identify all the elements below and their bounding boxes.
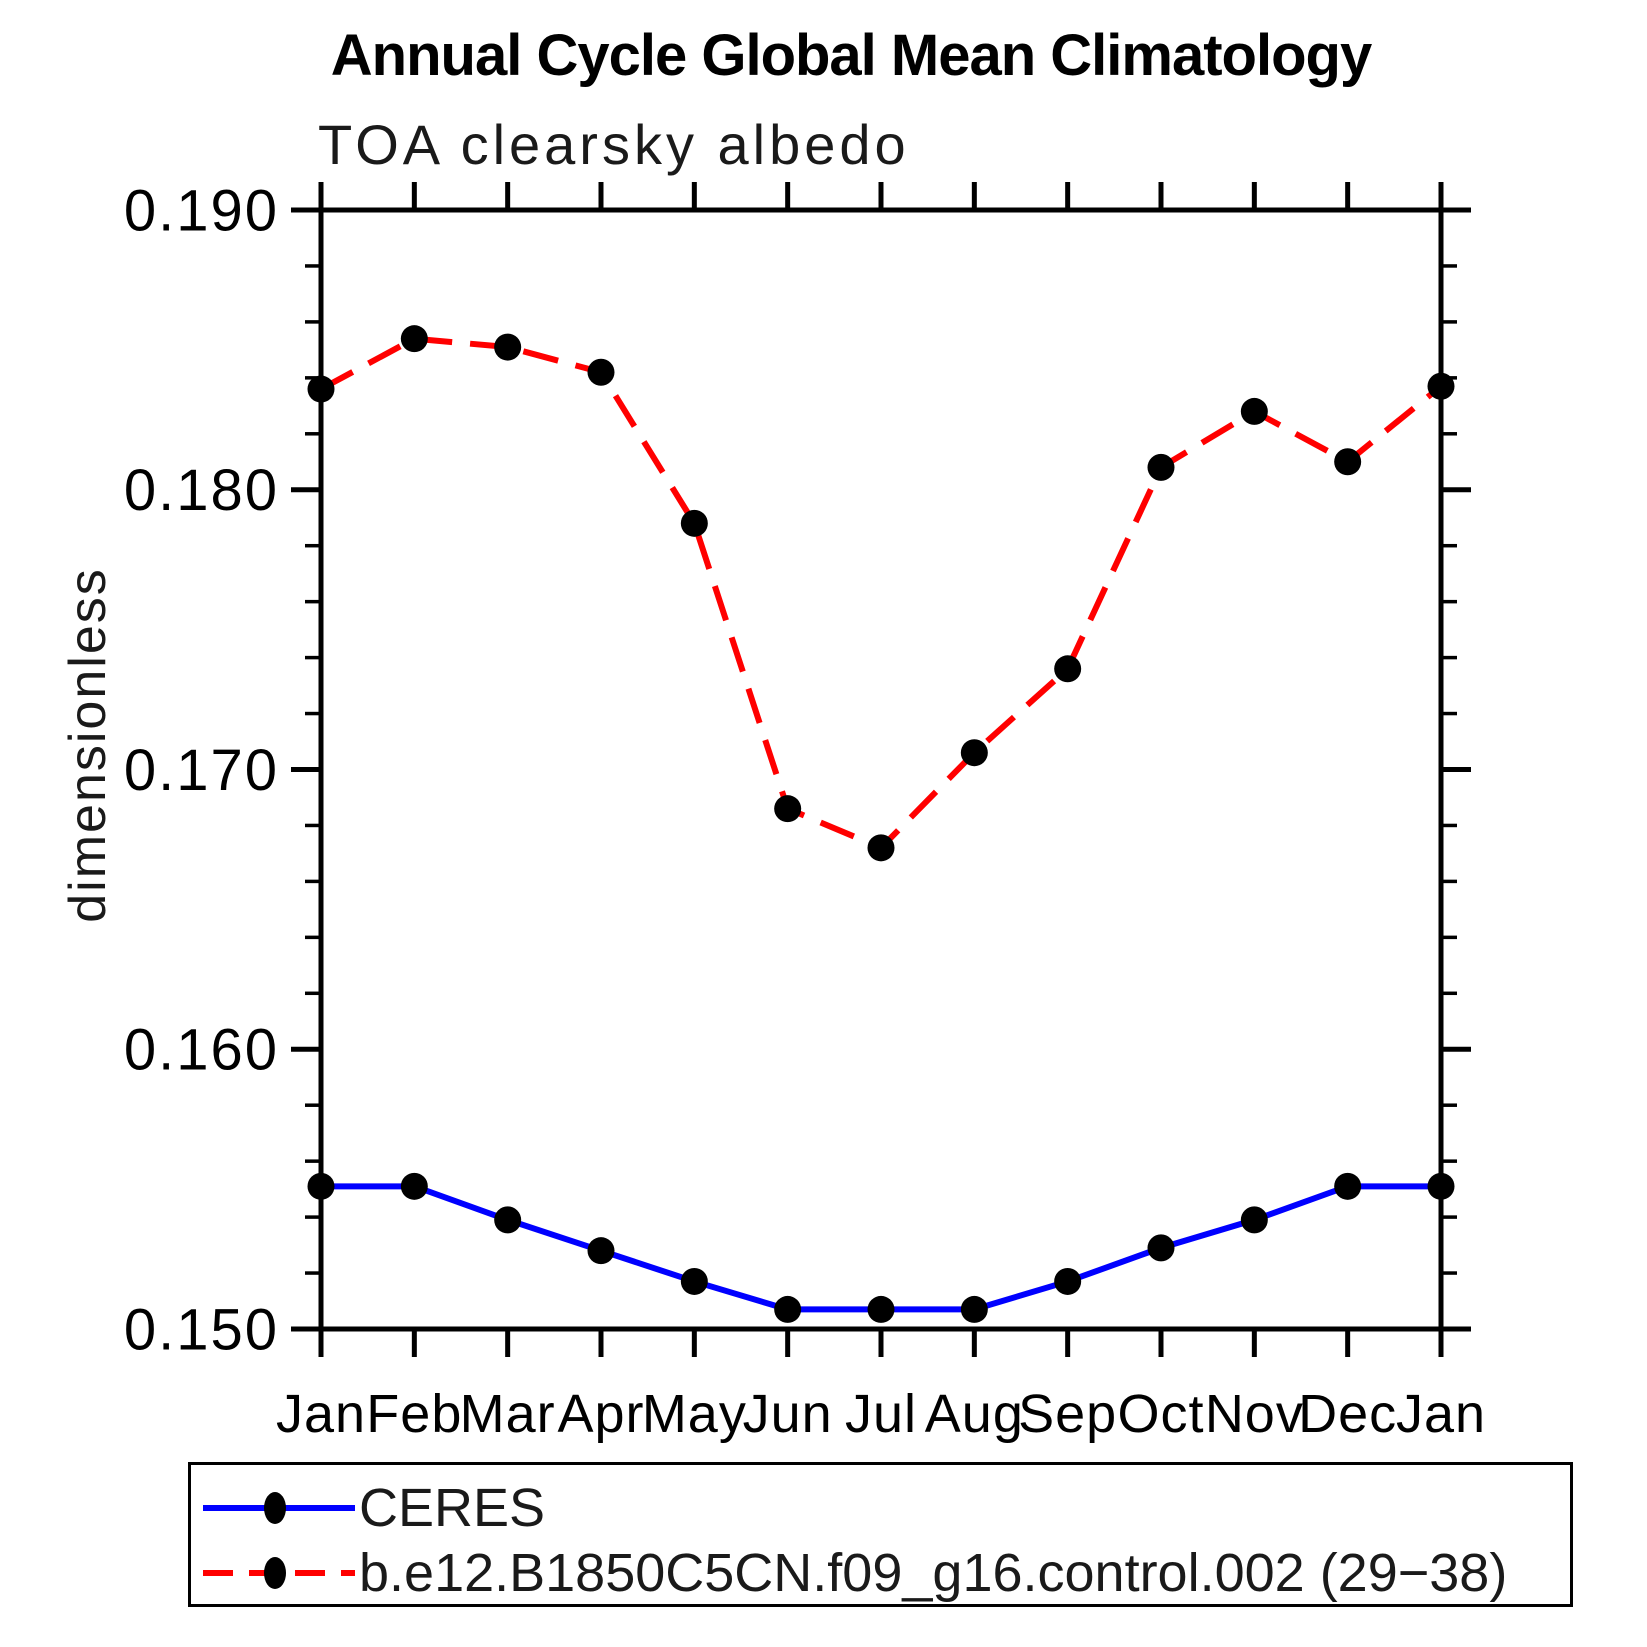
x-tick-label: Jul [845, 1384, 917, 1444]
data-point-marker [1240, 397, 1268, 425]
data-point-marker [1427, 372, 1455, 400]
data-point-marker [774, 1295, 802, 1323]
ceres-line [321, 1183, 1441, 1313]
data-point-marker [960, 739, 988, 767]
x-tick-label: Nov [1205, 1384, 1304, 1444]
x-tick-label: Jan [1396, 1384, 1486, 1444]
chart-title: Annual Cycle Global Mean Climatology [330, 23, 1372, 88]
legend-label-model: b.e12.B1850C5CN.f09_g16.control.002 (29−… [359, 1542, 1508, 1603]
data-point-marker [680, 1267, 708, 1295]
data-point-marker [587, 1237, 615, 1265]
legend-entry-ceres: CERES [199, 1475, 1570, 1540]
data-point-marker [867, 834, 895, 862]
axis-frame [318, 207, 1444, 1332]
data-point-marker [307, 375, 335, 403]
data-point-marker [1147, 1234, 1175, 1262]
x-tick-label: Dec [1298, 1384, 1397, 1444]
data-point-marker [774, 795, 802, 823]
x-tick-label: Mar [460, 1384, 556, 1444]
y-tick-label: 0.170 [124, 738, 279, 803]
y-tick-label: 0.190 [124, 178, 279, 243]
x-tick-label: Aug [925, 1384, 1024, 1444]
legend-entry-model: b.e12.B1850C5CN.f09_g16.control.002 (29−… [199, 1540, 1570, 1605]
chart-subtitle: TOA clearsky albedo [318, 113, 910, 176]
legend-box: CERES b.e12.B1850C5CN.f09_g16.control.00… [188, 1462, 1573, 1607]
data-point-marker [1334, 448, 1362, 476]
y-tick-label: 0.150 [124, 1297, 279, 1362]
model-dashed-line-swatch-icon [203, 1557, 355, 1589]
data-point-marker [960, 1295, 988, 1323]
x-tick-label: Jun [743, 1384, 833, 1444]
x-tick-label: Oct [1117, 1384, 1204, 1444]
x-tick-label: Feb [366, 1384, 462, 1444]
data-point-marker [1147, 453, 1175, 481]
data-point-marker [494, 1206, 522, 1234]
x-tick-label: Sep [1018, 1384, 1117, 1444]
data-point-marker [587, 358, 615, 386]
model-line [319, 335, 1443, 852]
y-tick-label: 0.180 [124, 458, 279, 523]
data-point-marker [867, 1295, 895, 1323]
data-point-marker [1054, 1267, 1082, 1295]
data-point-marker [1427, 1172, 1455, 1200]
data-point-marker [1054, 655, 1082, 683]
data-point-marker [680, 509, 708, 537]
data-point-marker [400, 1172, 428, 1200]
x-tick-label: Jan [276, 1384, 366, 1444]
x-tick-label: Apr [557, 1384, 644, 1444]
legend-label-ceres: CERES [359, 1477, 546, 1538]
data-point-marker [400, 325, 428, 353]
data-point-marker [494, 333, 522, 361]
data-point-marker [1334, 1172, 1362, 1200]
y-tick-label: 0.160 [124, 1018, 279, 1083]
ceres-line-swatch-icon [203, 1492, 355, 1524]
data-point-marker [307, 1172, 335, 1200]
x-tick-label: May [642, 1384, 747, 1444]
data-point-marker [1240, 1206, 1268, 1234]
